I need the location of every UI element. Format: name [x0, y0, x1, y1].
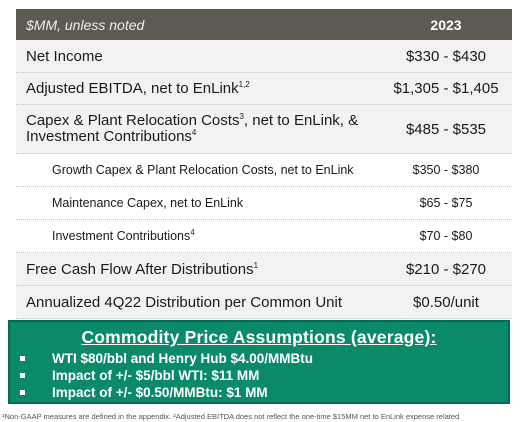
row-label: Adjusted EBITDA, net to EnLink1,2 — [26, 80, 250, 97]
row-value: $65 - $75 — [419, 196, 473, 210]
footnote-ref: 1 — [253, 260, 259, 270]
table-row-free-cash-flow: Free Cash Flow After Distributions1 $210… — [16, 253, 512, 286]
footnote-ref: 4 — [190, 227, 195, 237]
row-label: Net Income — [26, 47, 103, 65]
row-value: $70 - $80 — [419, 229, 473, 243]
assumptions-title: Commodity Price Assumptions (average): — [81, 327, 437, 347]
footnote-ref: 1,2 — [238, 80, 250, 89]
table-row-capex-total: Capex & Plant Relocation Costs3, net to … — [16, 105, 512, 154]
footnote-text: ¹Non-GAAP measures are defined in the ap… — [2, 412, 460, 421]
table-header: $MM, unless noted 2023 — [16, 9, 512, 40]
table-row-distribution: Annualized 4Q22 Distribution per Common … — [16, 286, 512, 319]
footnote-ref: 4 — [191, 128, 197, 137]
bullet-icon — [20, 373, 25, 378]
row-value: $350 - $380 — [412, 163, 480, 177]
row-label: Growth Capex & Plant Relocation Costs, n… — [52, 163, 354, 177]
table-row-adjusted-ebitda: Adjusted EBITDA, net to EnLink1,2 $1,305… — [16, 73, 512, 105]
bullet-icon — [20, 390, 25, 395]
row-label: Free Cash Flow After Distributions1 — [26, 260, 259, 278]
footnote-ref: 3 — [239, 112, 244, 121]
row-value: $1,305 - $1,405 — [393, 80, 499, 97]
list-item: WTI $80/bbl and Henry Hub $4.00/MMBtu — [10, 350, 508, 367]
assumptions-list: WTI $80/bbl and Henry Hub $4.00/MMBtu Im… — [10, 350, 508, 401]
row-value: $0.50/unit — [413, 293, 479, 311]
row-value: $210 - $270 — [405, 260, 487, 278]
row-value: $330 - $430 — [405, 47, 487, 65]
table-row-maintenance-capex: Maintenance Capex, net to EnLink $65 - $… — [16, 187, 512, 220]
guidance-table: $MM, unless noted 2023 Net Income $330 -… — [16, 9, 512, 319]
header-year: 2023 — [430, 16, 462, 33]
row-value: $485 - $535 — [405, 120, 487, 138]
bullet-icon — [20, 356, 25, 361]
table-row-investment-contributions: Investment Contributions4 $70 - $80 — [16, 220, 512, 253]
row-label: Capex & Plant Relocation Costs3, net to … — [26, 112, 359, 145]
row-label: Investment Contributions4 — [52, 227, 195, 243]
row-label: Maintenance Capex, net to EnLink — [52, 196, 244, 210]
table-row-growth-capex: Growth Capex & Plant Relocation Costs, n… — [16, 154, 512, 187]
row-label: Annualized 4Q22 Distribution per Common … — [26, 293, 342, 311]
list-item: Impact of +/- $5/bbl WTI: $11 MM — [10, 367, 508, 384]
commodity-assumptions-box: Commodity Price Assumptions (average): W… — [8, 320, 510, 404]
table-row-net-income: Net Income $330 - $430 — [16, 40, 512, 73]
list-item: Impact of +/- $0.50/MMBtu: $1 MM — [10, 384, 508, 401]
header-units-label: $MM, unless noted — [26, 16, 145, 33]
